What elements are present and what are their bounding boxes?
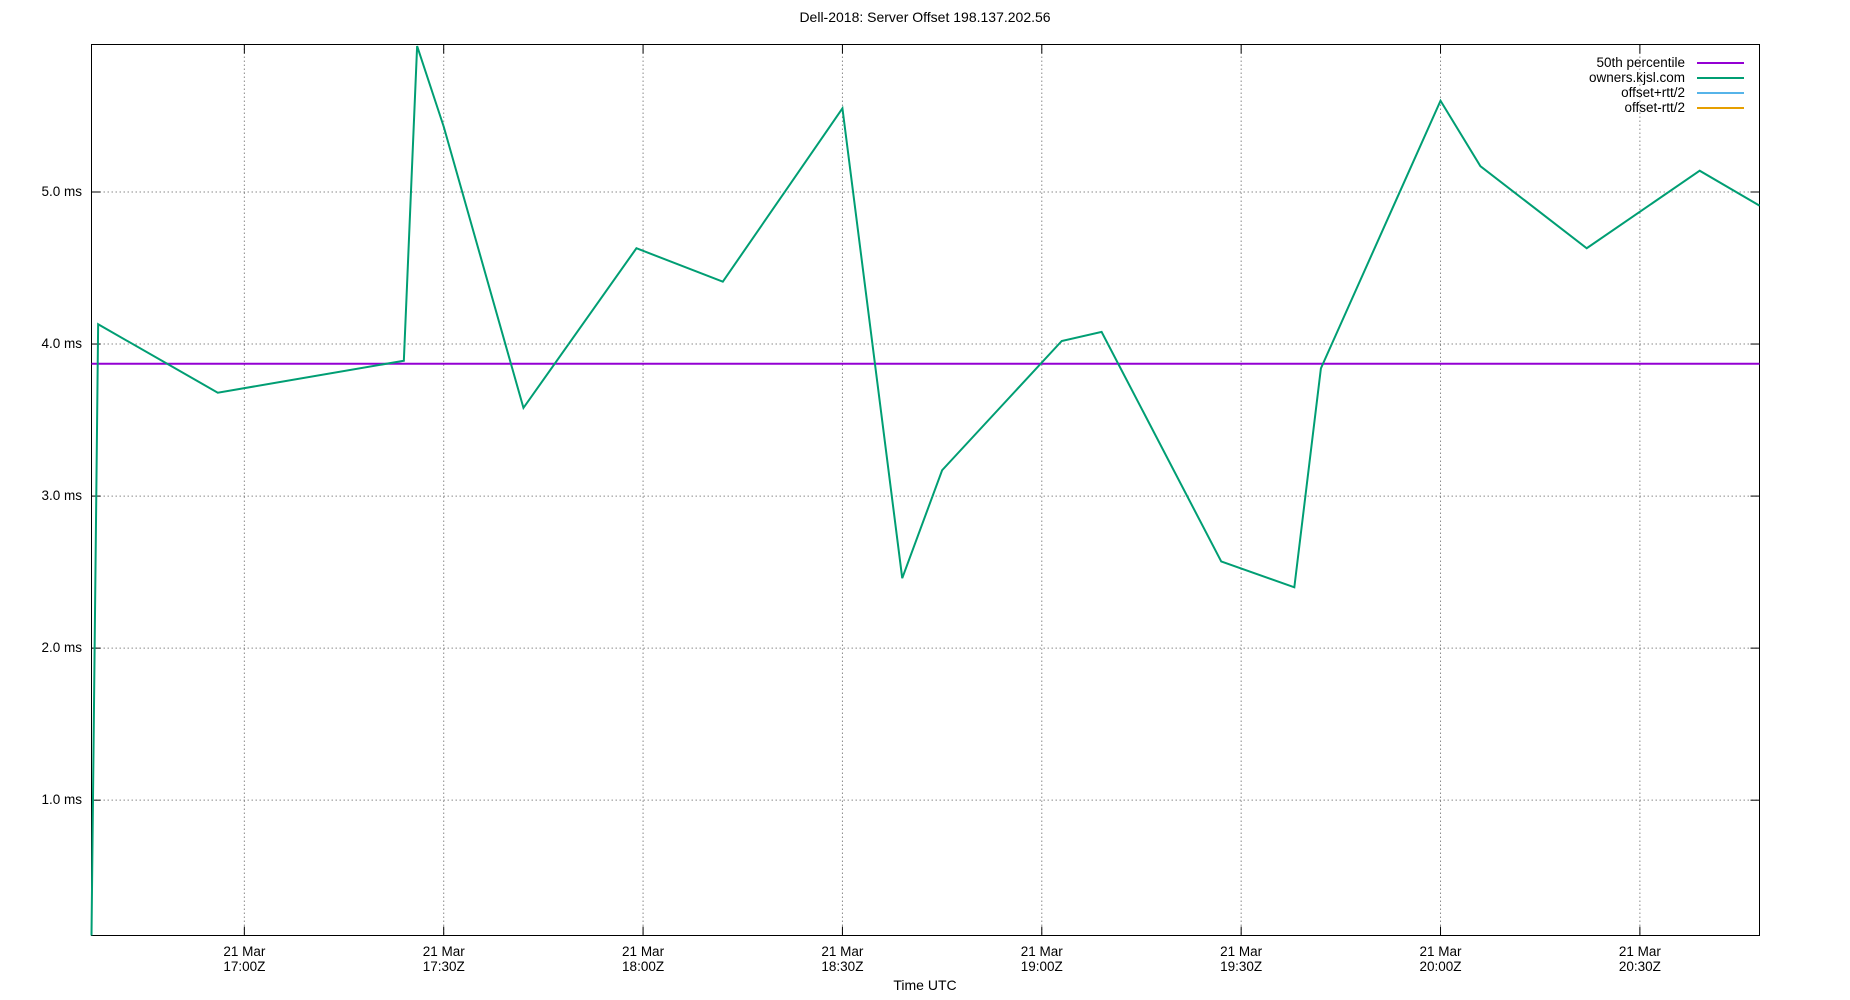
x-tick-date: 21 Mar [422, 944, 465, 959]
x-tick-label: 21 Mar 19:00Z [997, 944, 1087, 974]
x-tick-date: 21 Mar [821, 944, 864, 959]
x-tick-time: 20:30Z [1618, 959, 1661, 974]
y-tick-label: 3.0 ms [41, 488, 82, 504]
x-tick-time: 18:30Z [821, 959, 864, 974]
legend-line-swatch [1697, 61, 1744, 64]
legend-item-50th-percentile: 50th percentile [1589, 55, 1744, 70]
x-tick-date: 21 Mar [223, 944, 266, 959]
x-tick-date: 21 Mar [1220, 944, 1263, 959]
legend-label: offset+rtt/2 [1621, 85, 1685, 100]
x-tick-time: 18:00Z [622, 959, 665, 974]
x-tick-date: 21 Mar [1419, 944, 1462, 959]
y-tick-label: 1.0 ms [41, 792, 82, 808]
x-tick-label: 21 Mar 19:30Z [1196, 944, 1286, 974]
plot-border [91, 44, 1760, 936]
legend-label: 50th percentile [1596, 55, 1685, 70]
x-tick-time: 17:30Z [422, 959, 465, 974]
x-tick-label: 21 Mar 20:00Z [1396, 944, 1486, 974]
legend: 50th percentile owners.kjsl.com offset+r… [1589, 55, 1744, 115]
legend-line-swatch [1697, 76, 1744, 79]
x-tick-date: 21 Mar [1020, 944, 1063, 959]
x-tick-label: 21 Mar 18:30Z [797, 944, 887, 974]
legend-item-offset-minus-rtt: offset-rtt/2 [1589, 100, 1744, 115]
legend-line-swatch [1697, 91, 1744, 94]
legend-label: offset-rtt/2 [1624, 100, 1685, 115]
x-tick-label: 21 Mar 18:00Z [598, 944, 688, 974]
x-tick-time: 20:00Z [1419, 959, 1462, 974]
x-tick-time: 17:00Z [223, 959, 266, 974]
x-tick-time: 19:30Z [1220, 959, 1263, 974]
chart-title: Dell-2018: Server Offset 198.137.202.56 [799, 9, 1051, 25]
legend-item-offset-plus-rtt: offset+rtt/2 [1589, 85, 1744, 100]
y-tick-label: 2.0 ms [41, 640, 82, 656]
x-tick-date: 21 Mar [1618, 944, 1661, 959]
x-tick-label: 21 Mar 17:00Z [199, 944, 289, 974]
x-axis-title: Time UTC [893, 977, 957, 993]
x-tick-date: 21 Mar [622, 944, 665, 959]
legend-item-owners-kjsl-com: owners.kjsl.com [1589, 70, 1744, 85]
legend-label: owners.kjsl.com [1588, 70, 1685, 85]
y-tick-label: 5.0 ms [41, 183, 82, 199]
x-tick-label: 21 Mar 17:30Z [399, 944, 489, 974]
x-tick-label: 21 Mar 20:30Z [1595, 944, 1685, 974]
x-tick-time: 19:00Z [1020, 959, 1063, 974]
legend-line-swatch [1697, 106, 1744, 109]
series-line-owners-kjsl-com [90, 45, 1761, 936]
y-tick-label: 4.0 ms [41, 336, 82, 352]
